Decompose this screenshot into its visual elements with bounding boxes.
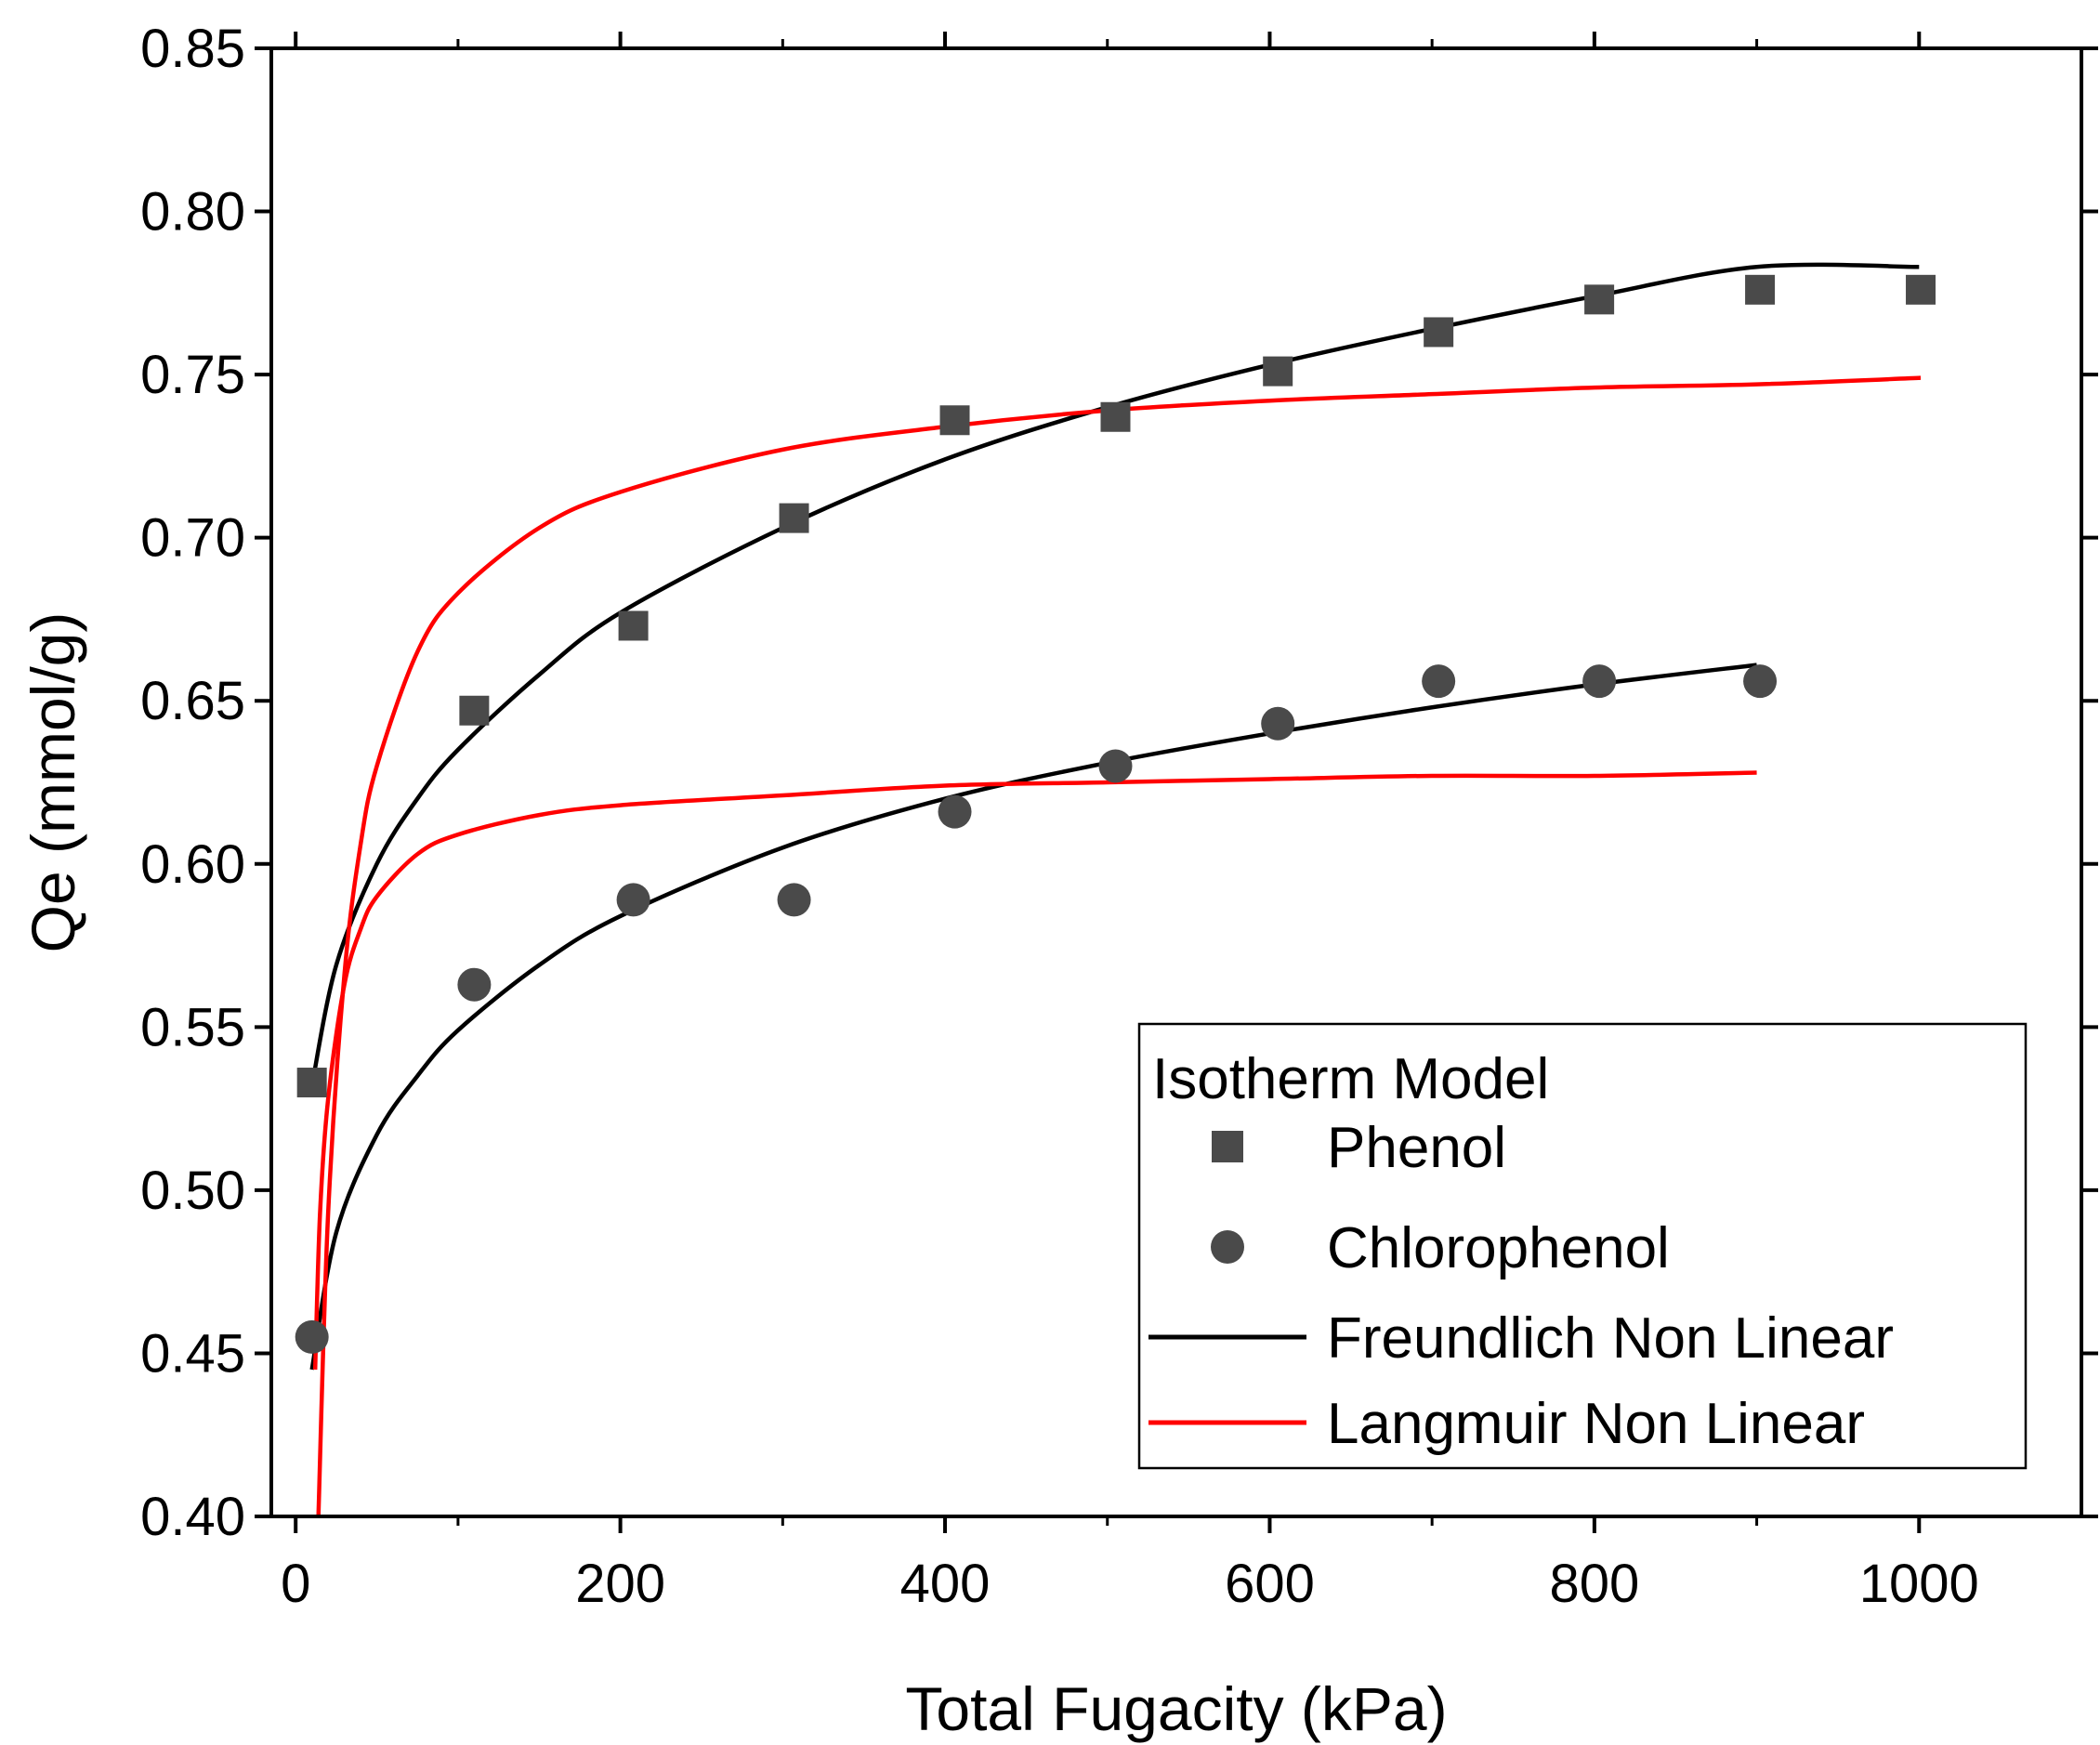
phenol-point: [1424, 317, 1454, 348]
markers-layer: [295, 274, 1936, 1354]
legend-title: Isotherm Model: [1152, 1047, 1549, 1111]
series-line-freundlich-non-linear-phenol: [309, 262, 1920, 1086]
series-line-langmuir-non-linear-chlorophenol: [312, 770, 1757, 1371]
y-axis-title: Qe (mmol/g): [19, 612, 87, 953]
series-line-freundlich-non-linear-chlorophenol: [309, 663, 1757, 1371]
y-tick-label: 0.50: [140, 1161, 245, 1221]
y-tick-label: 0.80: [140, 182, 245, 243]
legend-marker-phenol: [1212, 1131, 1243, 1162]
legend-label-chlorophenol: Chlorophenol: [1327, 1216, 1670, 1280]
phenol-point: [296, 1068, 327, 1098]
phenol-point: [779, 503, 809, 533]
legend-label-langmuir: Langmuir Non Linear: [1327, 1392, 1865, 1456]
x-tick-label: 600: [1225, 1554, 1315, 1614]
y-tick-label: 0.75: [140, 345, 245, 405]
chlorophenol-point: [777, 883, 811, 917]
phenol-point: [939, 405, 970, 436]
chlorophenol-point: [1422, 664, 1456, 699]
curves-layer: [309, 262, 1922, 1516]
plot-frame: [269, 46, 2083, 1518]
legend-box: [1137, 1022, 2028, 1470]
legend-marker-chlorophenol: [1211, 1230, 1244, 1264]
legend-label-freundlich: Freundlich Non Linear: [1327, 1306, 1894, 1371]
phenol-point: [1906, 274, 1936, 305]
phenol-point: [618, 610, 649, 641]
y-tick-label: 0.85: [140, 19, 245, 79]
y-tick-label: 0.45: [140, 1323, 245, 1384]
x-tick-label: 0: [281, 1554, 310, 1614]
x-tick-label: 400: [900, 1554, 991, 1614]
x-tick-label: 800: [1549, 1554, 1639, 1614]
chlorophenol-point: [295, 1319, 329, 1354]
chlorophenol-point: [616, 883, 650, 917]
y-tick-label: 0.70: [140, 508, 245, 569]
y-tick-label: 0.40: [140, 1487, 245, 1547]
tick-layer: 0 200 400 600 800 1000 0.40 0.45 0.50 0.55 0.60 0.6…: [140, 19, 2098, 1614]
chlorophenol-point: [938, 794, 972, 829]
chlorophenol-point: [1098, 749, 1133, 783]
y-tick-label: 0.55: [140, 997, 245, 1057]
phenol-point: [1745, 274, 1776, 305]
x-axis-title: Total Fugacity (kPa): [905, 1674, 1447, 1743]
x-tick-label: 200: [575, 1554, 665, 1614]
chlorophenol-point: [1743, 664, 1778, 699]
legend-label-phenol: Phenol: [1327, 1116, 1506, 1180]
chlorophenol-point: [457, 967, 492, 1002]
chlorophenol-point: [1582, 664, 1617, 699]
phenol-point: [1263, 356, 1293, 387]
phenol-point: [1100, 401, 1131, 432]
legend: Isotherm Model Phenol Chlorophenol Freun…: [1137, 1022, 2028, 1470]
x-tick-label: 1000: [1859, 1554, 1979, 1614]
phenol-point: [1584, 284, 1615, 315]
y-tick-label: 0.65: [140, 671, 245, 731]
y-tick-label: 0.60: [140, 834, 245, 895]
chlorophenol-point: [1261, 706, 1295, 741]
phenol-point: [459, 695, 490, 726]
